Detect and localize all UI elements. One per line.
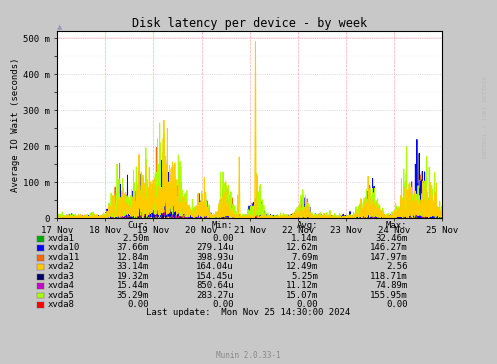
Text: xvda2: xvda2 (47, 262, 74, 271)
Text: 283.27u: 283.27u (196, 291, 234, 300)
Text: 154.45u: 154.45u (196, 272, 234, 281)
Text: ▲: ▲ (57, 24, 63, 30)
Text: Min:: Min: (212, 221, 234, 229)
Text: RRDTOOL / TOBI OETIKER: RRDTOOL / TOBI OETIKER (482, 75, 487, 158)
Text: xvda11: xvda11 (47, 253, 80, 262)
Text: xvda1: xvda1 (47, 234, 74, 243)
Text: Last update:  Mon Nov 25 14:30:00 2024: Last update: Mon Nov 25 14:30:00 2024 (147, 308, 350, 317)
Text: 0.00: 0.00 (386, 300, 408, 309)
Text: 147.97m: 147.97m (370, 253, 408, 262)
Text: Munin 2.0.33-1: Munin 2.0.33-1 (216, 351, 281, 360)
Text: 164.04u: 164.04u (196, 262, 234, 271)
Text: 5.25m: 5.25m (291, 272, 318, 281)
Title: Disk latency per device - by week: Disk latency per device - by week (132, 17, 367, 30)
Text: Avg:: Avg: (297, 221, 318, 229)
Text: 12.62m: 12.62m (286, 244, 318, 252)
Text: xvda10: xvda10 (47, 244, 80, 252)
Text: 15.44m: 15.44m (117, 281, 149, 290)
Text: 398.93u: 398.93u (196, 253, 234, 262)
Text: 32.46m: 32.46m (375, 234, 408, 243)
Text: 279.14u: 279.14u (196, 244, 234, 252)
Text: 74.89m: 74.89m (375, 281, 408, 290)
Text: 0.00: 0.00 (128, 300, 149, 309)
Text: 146.27m: 146.27m (370, 244, 408, 252)
Text: Max:: Max: (386, 221, 408, 229)
Text: 118.71m: 118.71m (370, 272, 408, 281)
Text: 33.14m: 33.14m (117, 262, 149, 271)
Text: 2.56: 2.56 (386, 262, 408, 271)
Text: xvda3: xvda3 (47, 272, 74, 281)
Text: 0.00: 0.00 (212, 234, 234, 243)
Text: 19.32m: 19.32m (117, 272, 149, 281)
Text: 2.50m: 2.50m (122, 234, 149, 243)
Text: 37.66m: 37.66m (117, 244, 149, 252)
Text: 850.64u: 850.64u (196, 281, 234, 290)
Text: 12.84m: 12.84m (117, 253, 149, 262)
Text: xvda4: xvda4 (47, 281, 74, 290)
Text: 1.14m: 1.14m (291, 234, 318, 243)
Text: 0.00: 0.00 (297, 300, 318, 309)
Text: Cur:: Cur: (128, 221, 149, 229)
Y-axis label: Average IO Wait (seconds): Average IO Wait (seconds) (11, 58, 20, 192)
Text: 11.12m: 11.12m (286, 281, 318, 290)
Text: 15.07m: 15.07m (286, 291, 318, 300)
Text: 7.69m: 7.69m (291, 253, 318, 262)
Text: 155.95m: 155.95m (370, 291, 408, 300)
Text: 0.00: 0.00 (212, 300, 234, 309)
Text: 35.29m: 35.29m (117, 291, 149, 300)
Text: 12.49m: 12.49m (286, 262, 318, 271)
Text: xvda5: xvda5 (47, 291, 74, 300)
Text: xvda8: xvda8 (47, 300, 74, 309)
